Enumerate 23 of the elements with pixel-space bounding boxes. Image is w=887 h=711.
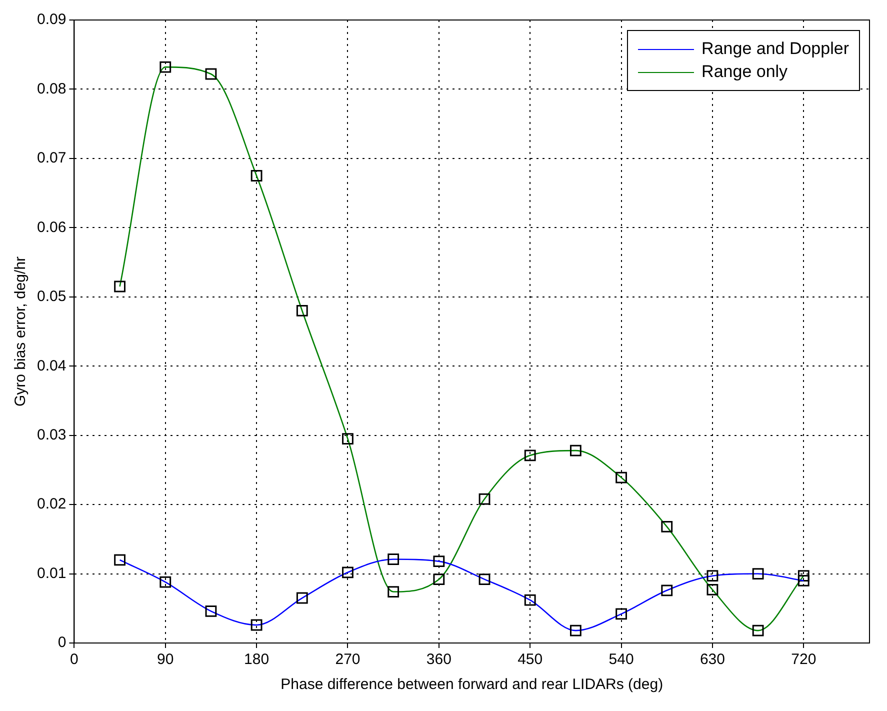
y-tick-label: 0.08	[36, 80, 66, 98]
y-tick-label: 0.06	[36, 218, 66, 236]
x-tick-label: 0	[70, 651, 78, 668]
x-tick-label: 180	[244, 651, 270, 668]
legend-label: Range only	[702, 62, 788, 82]
x-tick-label: 450	[518, 651, 543, 668]
y-tick-label: 0.01	[36, 564, 66, 582]
y-tick-label: 0.02	[36, 496, 66, 513]
x-tick-label: 270	[335, 651, 360, 668]
x-tick-label: 630	[700, 651, 725, 668]
x-tick-label: 540	[608, 651, 634, 668]
x-tick-label: 720	[791, 651, 816, 668]
y-tick-label: 0.03	[36, 426, 66, 444]
y-tick-label: 0.04	[36, 357, 66, 374]
y-tick-label: 0.07	[36, 150, 66, 167]
legend-label: Range and Doppler	[702, 39, 849, 59]
y-tick-label: 0.09	[36, 11, 66, 28]
x-tick-label: 360	[426, 651, 452, 668]
x-axis-title: Phase difference between forward and rear LIDARs (deg)	[280, 676, 664, 694]
y-tick-label: 0.05	[36, 288, 66, 306]
y-tick-label: 0	[58, 634, 66, 652]
x-tick-label: 90	[157, 651, 174, 668]
y-axis-title: Gyro bias error, deg/hr	[12, 256, 30, 407]
